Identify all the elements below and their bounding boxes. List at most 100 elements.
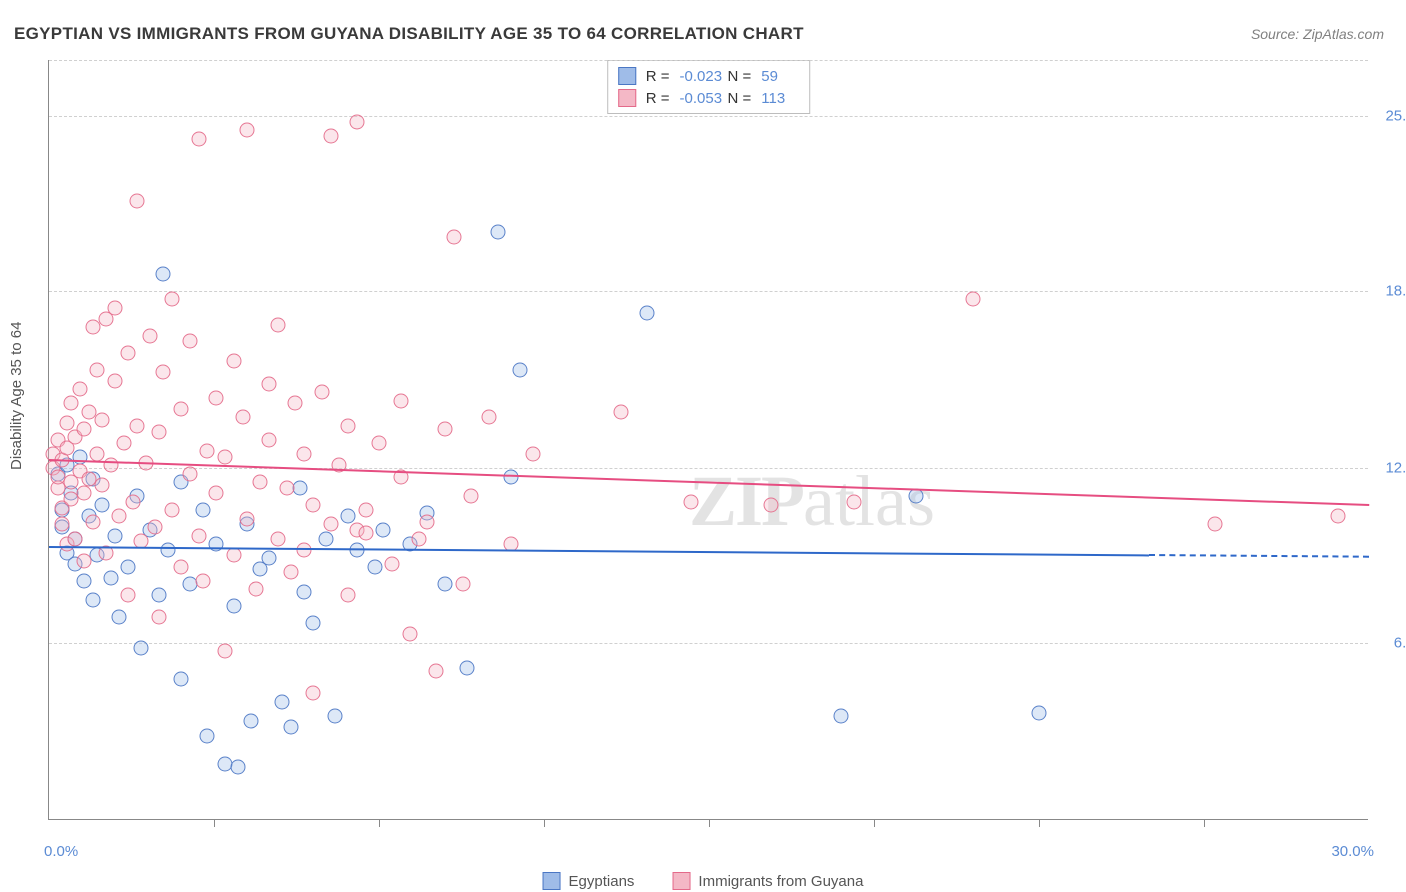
scatter-point — [446, 230, 461, 245]
gridline-h — [49, 116, 1368, 117]
scatter-point — [319, 531, 334, 546]
scatter-point — [490, 224, 505, 239]
scatter-point — [116, 435, 131, 450]
scatter-point — [306, 686, 321, 701]
scatter-point — [86, 514, 101, 529]
stats-row-series-2: R = -0.053 N = 113 — [618, 87, 800, 109]
scatter-point — [174, 559, 189, 574]
scatter-point — [288, 396, 303, 411]
scatter-point — [174, 672, 189, 687]
scatter-point — [1032, 706, 1047, 721]
scatter-point — [152, 587, 167, 602]
stats-legend-box: R = -0.023 N = 59 R = -0.053 N = 113 — [607, 60, 811, 114]
scatter-point — [684, 494, 699, 509]
scatter-point — [834, 708, 849, 723]
scatter-point — [90, 447, 105, 462]
stats-row-series-1: R = -0.023 N = 59 — [618, 65, 800, 87]
scatter-point — [182, 466, 197, 481]
chart-container: EGYPTIAN VS IMMIGRANTS FROM GUYANA DISAB… — [0, 0, 1406, 892]
scatter-point — [165, 503, 180, 518]
scatter-point — [358, 503, 373, 518]
scatter-point — [209, 486, 224, 501]
scatter-point — [112, 509, 127, 524]
scatter-point — [455, 576, 470, 591]
scatter-point — [244, 714, 259, 729]
x-tick — [1204, 819, 1205, 827]
watermark: ZIPatlas — [689, 460, 935, 543]
scatter-point — [152, 610, 167, 625]
scatter-point — [614, 404, 629, 419]
scatter-point — [59, 416, 74, 431]
x-tick — [379, 819, 380, 827]
y-tick-label: 25.0% — [1385, 108, 1406, 125]
source-label: Source: — [1251, 26, 1303, 42]
y-tick-label: 12.5% — [1385, 460, 1406, 477]
r-value-series-1: -0.023 — [680, 68, 718, 85]
trend-line — [1149, 554, 1369, 558]
scatter-point — [226, 354, 241, 369]
scatter-point — [640, 306, 655, 321]
x-tick — [544, 819, 545, 827]
n-label-2: N = — [728, 90, 752, 107]
scatter-point — [209, 390, 224, 405]
scatter-point — [292, 480, 307, 495]
scatter-point — [262, 551, 277, 566]
scatter-point — [147, 520, 162, 535]
legend-swatch-series-2 — [672, 872, 690, 890]
scatter-point — [226, 599, 241, 614]
scatter-point — [763, 497, 778, 512]
scatter-point — [306, 615, 321, 630]
scatter-point — [526, 447, 541, 462]
legend-swatch-series-1 — [543, 872, 561, 890]
trend-line — [49, 459, 1369, 506]
scatter-point — [1331, 509, 1346, 524]
scatter-point — [72, 382, 87, 397]
scatter-point — [121, 559, 136, 574]
scatter-point — [218, 644, 233, 659]
scatter-point — [847, 494, 862, 509]
scatter-point — [297, 447, 312, 462]
scatter-point — [328, 708, 343, 723]
n-label: N = — [728, 68, 752, 85]
scatter-point — [94, 478, 109, 493]
scatter-point — [143, 328, 158, 343]
x-axis-max-label: 30.0% — [1331, 843, 1374, 860]
scatter-point — [460, 661, 475, 676]
scatter-point — [306, 497, 321, 512]
scatter-point — [218, 449, 233, 464]
scatter-point — [174, 402, 189, 417]
scatter-point — [284, 720, 299, 735]
scatter-point — [112, 610, 127, 625]
scatter-point — [367, 559, 382, 574]
scatter-point — [323, 129, 338, 144]
swatch-series-1 — [618, 67, 636, 85]
legend-label-series-2: Immigrants from Guyana — [698, 873, 863, 890]
scatter-point — [226, 548, 241, 563]
scatter-point — [64, 396, 79, 411]
x-tick — [709, 819, 710, 827]
scatter-point — [134, 641, 149, 656]
plot-area: ZIPatlas R = -0.023 N = 59 R = -0.053 N … — [48, 60, 1368, 820]
n-value-series-1: 59 — [761, 68, 799, 85]
gridline-h — [49, 291, 1368, 292]
scatter-point — [130, 193, 145, 208]
scatter-point — [108, 373, 123, 388]
scatter-point — [248, 582, 263, 597]
scatter-point — [402, 627, 417, 642]
scatter-point — [90, 362, 105, 377]
scatter-point — [253, 475, 268, 490]
scatter-point — [55, 517, 70, 532]
scatter-point — [94, 413, 109, 428]
scatter-point — [1208, 517, 1223, 532]
scatter-point — [341, 509, 356, 524]
scatter-point — [130, 418, 145, 433]
source-attribution: Source: ZipAtlas.com — [1251, 26, 1384, 42]
x-tick — [1039, 819, 1040, 827]
scatter-point — [77, 421, 92, 436]
scatter-point — [341, 418, 356, 433]
scatter-point — [86, 320, 101, 335]
scatter-point — [196, 573, 211, 588]
scatter-point — [275, 694, 290, 709]
r-value-series-2: -0.053 — [680, 90, 718, 107]
scatter-point — [411, 531, 426, 546]
